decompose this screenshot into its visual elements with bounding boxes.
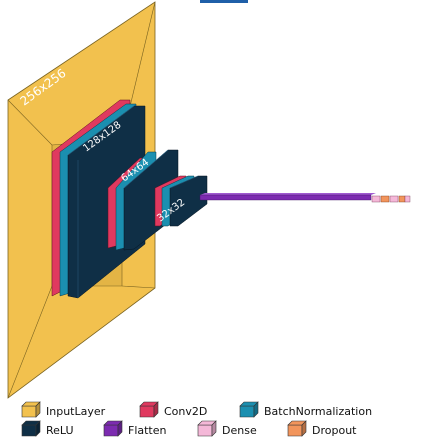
dense-layer-2	[389, 195, 399, 203]
legend-swatch-side-dropout	[301, 420, 307, 437]
legend-swatch-inputlayer	[21, 405, 37, 418]
legend-swatch-side-conv2d	[153, 401, 159, 418]
flatten-bar	[199, 194, 372, 201]
legend-swatch-conv2d	[139, 405, 155, 418]
legend: InputLayer Conv2D BatchNormalization ReLU Fl…	[21, 401, 372, 437]
legend-swatch-batchnormalization	[239, 405, 255, 418]
dropout-layer-1	[380, 195, 390, 203]
legend-item-dropout: Dropout	[287, 420, 357, 437]
legend-swatch-side-relu	[35, 420, 41, 437]
legend-label-flatten: Flatten	[128, 424, 167, 437]
legend-item-relu: ReLU	[21, 420, 74, 437]
legend-item-dense: Dense	[197, 420, 257, 437]
legend-label-dense: Dense	[222, 424, 257, 437]
dense-layer-1	[371, 195, 381, 203]
legend-swatch-relu	[21, 424, 37, 437]
block3-layers: 32x32	[154, 175, 208, 227]
legend-item-flatten: Flatten	[103, 420, 167, 437]
legend-item-inputlayer: InputLayer	[21, 401, 106, 418]
legend-swatch-dense	[197, 424, 213, 437]
legend-swatch-dropout	[287, 424, 303, 437]
dropout-layer-2	[398, 195, 406, 203]
flatten-layer	[199, 193, 376, 201]
flatten-bar-top	[200, 193, 376, 195]
legend-label-batchnormalization: BatchNormalization	[264, 405, 372, 418]
legend-label-dropout: Dropout	[312, 424, 357, 437]
legend-label-inputlayer: InputLayer	[46, 405, 106, 418]
legend-label-conv2d: Conv2D	[164, 405, 207, 418]
legend-swatch-flatten	[103, 424, 119, 437]
legend-swatch-side-dense	[211, 420, 217, 437]
legend-swatch-side-batchnormalization	[253, 401, 259, 418]
legend-label-relu: ReLU	[46, 424, 74, 437]
legend-swatch-side-flatten	[117, 420, 123, 437]
legend-item-batchnormalization: BatchNormalization	[239, 401, 372, 418]
dense-layer-3	[404, 195, 411, 203]
top-blue-mark	[200, 0, 248, 3]
dense-dropout-layers	[371, 195, 411, 203]
legend-item-conv2d: Conv2D	[139, 401, 207, 418]
legend-swatch-side-inputlayer	[35, 401, 41, 418]
